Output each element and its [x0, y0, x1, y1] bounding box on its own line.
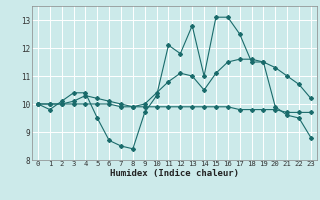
X-axis label: Humidex (Indice chaleur): Humidex (Indice chaleur) [110, 169, 239, 178]
